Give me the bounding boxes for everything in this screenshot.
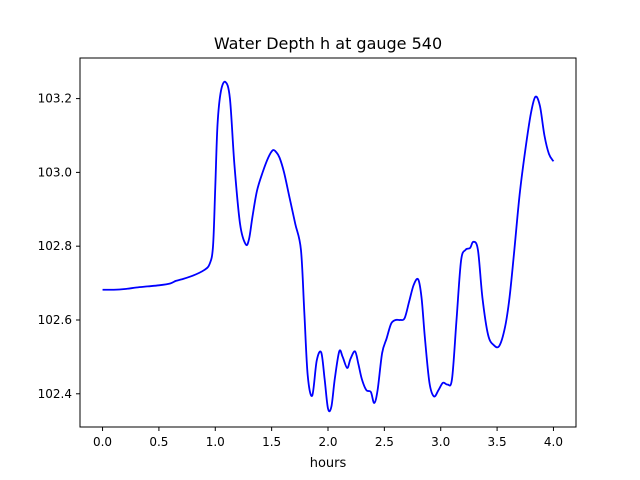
y-axis: 102.4 102.6 102.8 103.0 103.2 bbox=[38, 92, 80, 401]
x-axis: 0.0 0.5 1.0 1.5 2.0 2.5 3.0 3.5 4.0 bbox=[93, 427, 563, 449]
x-tick-label: 0.0 bbox=[93, 435, 112, 449]
x-tick-label: 0.5 bbox=[149, 435, 168, 449]
y-tick-label: 102.6 bbox=[38, 313, 72, 327]
plot-area bbox=[102, 80, 555, 413]
x-tick-label: 3.0 bbox=[431, 435, 450, 449]
series-line bbox=[102, 80, 555, 413]
x-tick-label: 2.5 bbox=[375, 435, 394, 449]
x-tick-label: 1.0 bbox=[206, 435, 225, 449]
y-tick-label: 102.8 bbox=[38, 239, 72, 253]
x-tick-label: 3.5 bbox=[488, 435, 507, 449]
x-tick-label: 2.0 bbox=[318, 435, 337, 449]
y-tick-label: 103.0 bbox=[38, 165, 72, 179]
x-tick-label: 1.5 bbox=[262, 435, 281, 449]
x-axis-label: hours bbox=[310, 456, 347, 471]
x-tick-label: 4.0 bbox=[544, 435, 563, 449]
y-tick-label: 103.2 bbox=[38, 92, 72, 106]
y-tick-label: 102.4 bbox=[38, 387, 72, 401]
chart-title: Water Depth h at gauge 540 bbox=[214, 34, 442, 53]
